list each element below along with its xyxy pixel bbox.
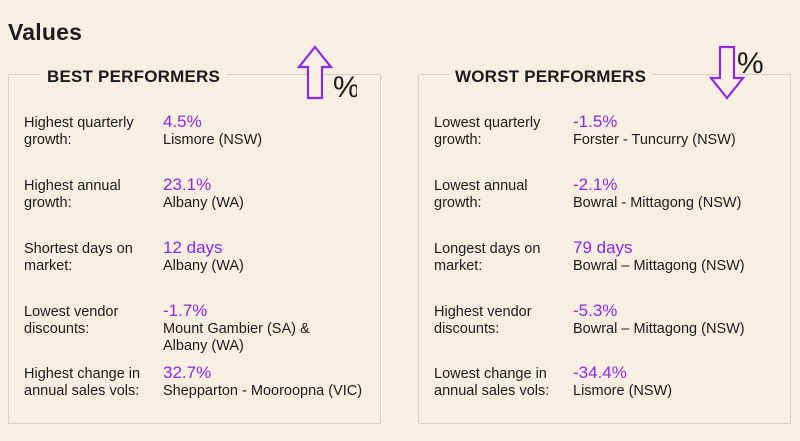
- metric-label: Lowest quarterly growth:: [434, 115, 541, 148]
- metric-value: -5.3%: [573, 301, 618, 320]
- metric-value: -1.7%: [163, 301, 208, 320]
- metric-value: 23.1%: [163, 175, 212, 194]
- metric-label: Highest annual growth:: [24, 178, 121, 211]
- metric-label: Longest days on market:: [434, 241, 541, 274]
- metric-label: Lowest annual growth:: [434, 178, 528, 211]
- metric-label: Highest change in annual sales vols:: [24, 366, 141, 399]
- metric-place: Albany (WA): [163, 195, 244, 211]
- metric-place: Albany (WA): [163, 258, 244, 274]
- metric-value: 12 days: [163, 238, 223, 257]
- metric-value: 32.7%: [163, 363, 212, 382]
- metric-place: Lismore (NSW): [163, 132, 263, 148]
- metric-place: Shepparton - Mooroopna (VIC): [163, 383, 363, 399]
- up-arrow-percent-icon: %: [296, 45, 357, 101]
- metric-label: Highest vendor discounts:: [434, 304, 532, 337]
- metric-label: Shortest days on market:: [24, 241, 133, 274]
- metric-label: Lowest vendor discounts:: [24, 304, 119, 337]
- page-title: Values: [8, 19, 83, 45]
- metric-label: Highest quarterly growth:: [24, 115, 134, 148]
- metric-value: 79 days: [573, 238, 633, 257]
- metric-place: Mount Gambier (SA) & Albany (WA): [163, 321, 310, 354]
- down-arrow-percent-icon: %: [708, 45, 764, 100]
- metric-place: Bowral – Mittagong (NSW): [573, 321, 745, 337]
- metric-value: 4.5%: [163, 112, 202, 131]
- metric-value: -2.1%: [573, 175, 618, 194]
- metric-value: -1.5%: [573, 112, 618, 131]
- svg-text:%: %: [737, 47, 764, 80]
- worst-performers-heading: WORST PERFORMERS: [449, 65, 653, 89]
- metric-value: -34.4%: [573, 363, 627, 382]
- metric-place: Bowral – Mittagong (NSW): [573, 258, 745, 274]
- metric-label: Lowest change in annual sales vols:: [434, 366, 550, 399]
- metric-place: Bowral - Mittagong (NSW): [573, 195, 742, 211]
- best-performers-heading: BEST PERFORMERS: [41, 65, 227, 89]
- worst-performers-panel: WORST PERFORMERS % Lowest quarterly grow…: [418, 45, 791, 424]
- best-performers-panel: BEST PERFORMERS % Highest quarterly grow…: [8, 45, 381, 424]
- metric-place: Lismore (NSW): [573, 383, 673, 399]
- svg-text:%: %: [333, 71, 357, 101]
- metric-place: Forster - Tuncurry (NSW): [573, 132, 736, 148]
